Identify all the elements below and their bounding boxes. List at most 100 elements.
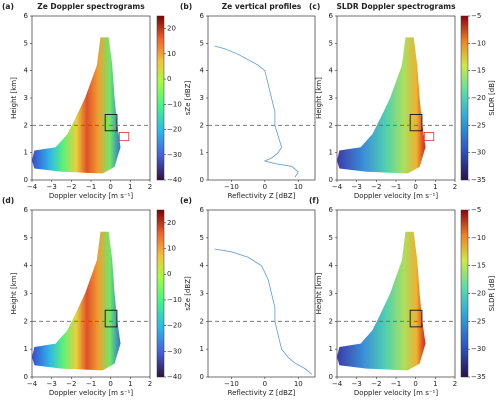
profile-line	[214, 248, 312, 375]
x-tick-label: −2	[371, 380, 381, 388]
y-tick-label: 2	[24, 317, 28, 325]
colorbar-tick-label: −40	[167, 176, 182, 184]
y-tick-label: 4	[24, 262, 29, 270]
y-tick-label: 0	[24, 176, 28, 184]
y-axis-label: Height [km]	[10, 272, 18, 314]
x-axis-label: Doppler velocity [m s⁻¹]	[354, 192, 438, 200]
colorbar-tick-label: 10	[167, 50, 176, 58]
y-tick-label: 1	[24, 149, 28, 157]
y-tick-label: 1	[200, 149, 204, 157]
box-annotation	[104, 114, 118, 132]
colorbar-tick-label: −20	[167, 322, 182, 330]
y-tick-label: 3	[24, 290, 28, 298]
box-annotation	[409, 114, 423, 132]
x-tick-label: 10	[294, 380, 303, 388]
x-axis-label: Doppler velocity [m s⁻¹]	[354, 389, 438, 397]
panel-label: (f)	[309, 196, 319, 205]
colorbar-tick-label: −5	[471, 206, 481, 214]
panel-label: (d)	[2, 196, 14, 205]
colorbar-label: SLDR [dB]	[488, 80, 496, 116]
x-tick-label: 0	[413, 183, 417, 191]
colorbar-tick-label: −10	[471, 39, 486, 47]
x-tick-label: 2	[148, 380, 152, 388]
profile-line	[214, 45, 299, 178]
box-annotation	[423, 132, 435, 142]
x-tick-label: −2	[66, 183, 76, 191]
box-annotation	[104, 309, 118, 328]
spectrum-shape	[337, 37, 426, 174]
x-tick-label: 1	[433, 380, 437, 388]
y-tick-label: 6	[329, 206, 334, 214]
x-tick-label: 1	[128, 183, 132, 191]
x-tick-label: −2	[66, 380, 76, 388]
colorbar-tick-label: −15	[471, 67, 486, 75]
y-axis-label: Height [km]	[315, 272, 323, 314]
colorbar-tick-label: −20	[167, 126, 182, 134]
colorbar	[460, 15, 469, 181]
panel-title: SLDR Doppler spectrograms	[336, 2, 456, 11]
y-tick-label: 3	[329, 94, 333, 102]
x-tick-label: −10	[224, 183, 239, 191]
colorbar-tick-label: −35	[471, 176, 486, 184]
colorbar-label: sZe [dBZ]	[184, 276, 192, 311]
colorbar-tick-label: 10	[167, 245, 176, 253]
x-tick-label: 0	[108, 183, 112, 191]
colorbar	[156, 15, 165, 181]
colorbar	[156, 209, 165, 378]
x-tick-label: −4	[27, 380, 38, 388]
panel-label: (b)	[180, 2, 192, 11]
x-tick-label: 2	[453, 183, 457, 191]
colorbar-label: sZe [dBZ]	[184, 80, 192, 115]
y-tick-label: 2	[329, 121, 333, 129]
colorbar-tick-label: −5	[471, 12, 481, 20]
spectrum-shape	[32, 37, 121, 174]
x-tick-label: 1	[433, 183, 437, 191]
colorbar-tick-label: −30	[167, 151, 182, 159]
colorbar-tick-label: −30	[471, 149, 486, 157]
box-annotation	[409, 309, 423, 328]
x-tick-label: −3	[47, 380, 57, 388]
colorbar-tick-label: 0	[167, 270, 171, 278]
y-tick-label: 3	[24, 94, 28, 102]
x-tick-label: −1	[391, 183, 401, 191]
y-tick-label: 3	[200, 290, 204, 298]
colorbar-tick-label: −40	[167, 373, 182, 381]
colorbar-tick-label: −30	[471, 345, 486, 353]
panel-title: Ze vertical profiles	[222, 2, 302, 11]
colorbar-tick-label: −35	[471, 373, 486, 381]
y-tick-label: 4	[200, 262, 205, 270]
box-annotation	[118, 132, 130, 142]
x-tick-label: −4	[27, 183, 38, 191]
y-tick-label: 1	[24, 345, 28, 353]
x-axis-label: Reflectivity Z [dBZ]	[228, 192, 296, 200]
y-tick-label: 3	[200, 94, 204, 102]
spectrum-shape	[337, 231, 426, 371]
y-tick-label: 5	[329, 39, 333, 47]
colorbar-tick-label: 20	[167, 25, 176, 33]
panel-title: Ze Doppler spectrograms	[37, 2, 145, 11]
spectrum-shape	[32, 231, 121, 371]
plot-frame	[207, 15, 316, 181]
x-tick-label: −1	[86, 380, 96, 388]
y-tick-label: 0	[329, 373, 333, 381]
y-tick-label: 2	[329, 317, 333, 325]
y-tick-label: 5	[24, 234, 28, 242]
y-tick-label: 5	[200, 234, 204, 242]
y-tick-label: 4	[329, 262, 334, 270]
y-tick-label: 1	[329, 345, 333, 353]
x-tick-label: −2	[371, 183, 381, 191]
x-tick-label: 0	[413, 380, 417, 388]
y-tick-label: 0	[200, 176, 204, 184]
y-tick-label: 4	[200, 67, 205, 75]
y-tick-label: 0	[329, 176, 333, 184]
y-tick-label: 6	[24, 12, 29, 20]
x-tick-label: −1	[391, 380, 401, 388]
y-tick-label: 6	[200, 12, 205, 20]
x-tick-label: 0	[108, 380, 112, 388]
x-tick-label: −3	[352, 380, 362, 388]
y-tick-label: 4	[329, 67, 334, 75]
y-axis-label: Height [km]	[315, 77, 323, 119]
x-tick-label: 1	[128, 380, 132, 388]
x-tick-label: 0	[263, 380, 267, 388]
